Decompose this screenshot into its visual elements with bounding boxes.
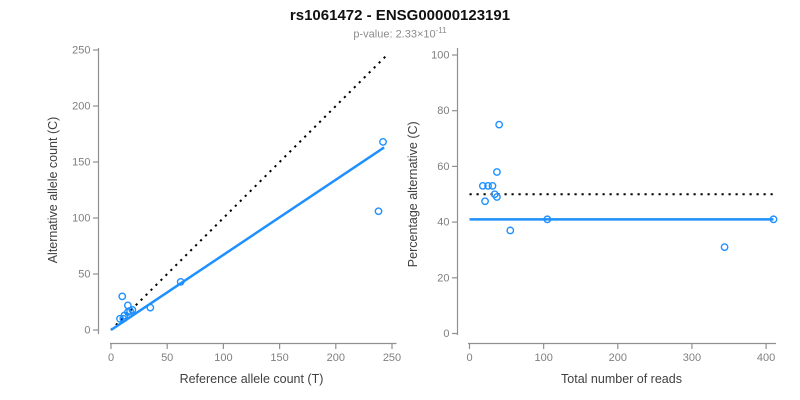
x-tick-label: 400 (757, 352, 775, 364)
data-point (146, 303, 155, 312)
x-tick-label: 0 (466, 352, 472, 364)
x-tick-label: 300 (683, 352, 701, 364)
data-point (119, 314, 128, 323)
fit-line (110, 146, 385, 332)
y-tick-label: 0 (84, 325, 90, 337)
y-axis-label: Percentage alternative (C) (406, 121, 420, 267)
data-point (478, 181, 487, 190)
y-tick-label: 80 (437, 105, 449, 117)
data-point (543, 215, 552, 224)
y-tick-label: 50 (78, 269, 90, 281)
y-tick-label: 0 (443, 328, 449, 340)
data-point (128, 305, 137, 314)
x-tick-label: 100 (534, 352, 552, 364)
x-tick-label: 150 (270, 352, 288, 364)
data-point (379, 137, 387, 146)
y-tick-label: 100 (431, 50, 449, 62)
identity-line (110, 54, 388, 331)
data-point (506, 226, 515, 235)
x-tick-label: 100 (214, 352, 232, 364)
x-tick-label: 200 (327, 352, 345, 364)
y-tick-label: 150 (72, 157, 90, 169)
y-axis-label: Alternative allele count (C) (46, 117, 60, 264)
data-point (495, 120, 504, 129)
x-tick-label: 50 (161, 352, 173, 364)
y-tick-label: 60 (437, 161, 449, 173)
data-point (488, 181, 497, 190)
y-tick-label: 40 (437, 217, 449, 229)
x-axis-label: Total number of reads (561, 372, 682, 386)
data-point (374, 207, 383, 216)
y-tick-label: 100 (72, 213, 90, 225)
panel-percentage-alternative: 0 20 40 60 80 100 0 100 200 300 400 Total number of… (406, 48, 778, 386)
data-point (769, 215, 778, 224)
data-point (481, 197, 489, 206)
data-point (176, 277, 185, 286)
y-tick-label: 200 (72, 101, 90, 113)
data-point (493, 193, 501, 201)
data-point (118, 292, 127, 301)
panel-allele-counts: 0 50 100 150 200 250 0 50 100 150 200 250 Reference … (46, 45, 401, 387)
y-tick-label: 20 (437, 272, 449, 284)
x-tick-label: 0 (108, 352, 114, 364)
data-point (720, 243, 729, 252)
data-point (493, 168, 501, 176)
x-tick-label: 250 (383, 352, 401, 364)
x-axis-label: Reference allele count (T) (180, 372, 324, 386)
data-point (484, 181, 492, 190)
y-tick-label: 250 (72, 45, 90, 57)
x-tick-label: 200 (609, 352, 627, 364)
